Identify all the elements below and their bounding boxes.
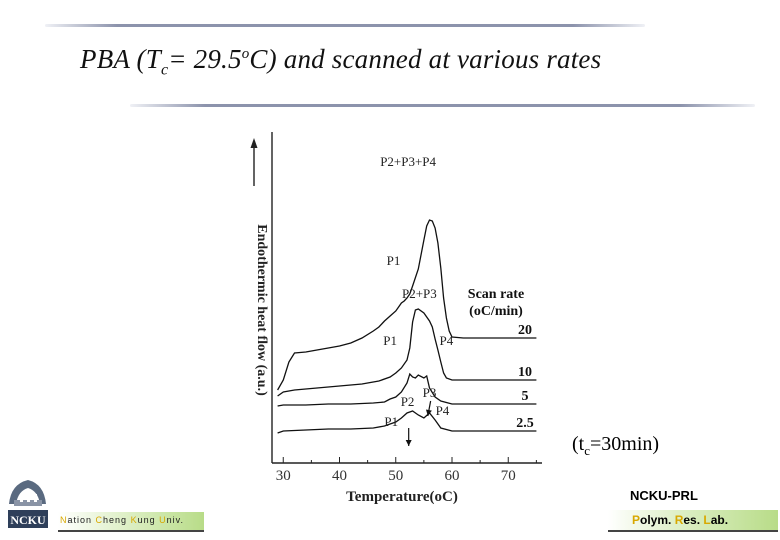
y-axis-arrow-head (250, 138, 258, 148)
tc-note-post: =30min) (590, 433, 660, 455)
peak-arrow-head (405, 440, 412, 446)
tc-note-pre: (t (572, 433, 585, 455)
tick-layer: 30 40 50 60 70 (271, 132, 542, 484)
university-name-part: C (95, 515, 104, 525)
peak-label: P3 (423, 385, 437, 400)
legend-title: Scan rate (468, 287, 524, 302)
lab-full-name-part: L (703, 513, 711, 527)
university-name: Nation Cheng Kung Univ. (60, 515, 184, 525)
x-axis-title: Temperature(oC) (346, 489, 458, 505)
series-line-20 (277, 219, 537, 391)
peak-label: P2 (401, 394, 415, 409)
title-text-pre: PBA (T (80, 44, 161, 74)
lab-full-name: Polym. Res. Lab. (632, 513, 728, 527)
university-bar: Nation Cheng Kung Univ. (58, 512, 204, 532)
y-axis-title: Endothermic heat flow (a.u.) (254, 224, 269, 396)
title-text-post: C) and scanned at various rates (249, 44, 602, 74)
university-name-part: ation (67, 515, 96, 525)
university-name-part: heng (103, 515, 131, 525)
peak-label: P1 (383, 333, 397, 348)
series-line-2.5 (277, 410, 537, 434)
title-top-rule (45, 24, 645, 27)
lab-full-name-part: ab. (710, 513, 729, 527)
x-tick-label: 50 (388, 468, 403, 484)
x-tick-label: 70 (501, 468, 516, 484)
peak-label: P2+P3 (402, 286, 437, 301)
peak-label: P2+P3+P4 (380, 154, 436, 169)
series-label-10: 10 (518, 365, 532, 380)
series-label-2.5: 2.5 (516, 416, 534, 431)
lab-full-name-part: R (674, 513, 684, 527)
series-label-5: 5 (522, 389, 529, 404)
legend-layer: 20 10 5 2.5 Scan rate (oC/min) (468, 287, 534, 431)
dsc-chart: 30 40 50 60 70 P2+P3+P4 P1 P2+P3 P1 P4 P3 P2 P4 P1 2… (250, 132, 542, 505)
university-name-part: K (130, 515, 138, 525)
tc-note-sub: c (584, 443, 590, 458)
x-tick-label: 60 (445, 468, 460, 484)
university-name-part: niv. (166, 515, 184, 525)
series-label-20: 20 (518, 323, 532, 338)
title-degree-sup: o (241, 46, 250, 62)
logo-text: NCKU (10, 513, 46, 527)
title-subscript: c (160, 61, 169, 79)
legend-unit: (oC/min) (469, 304, 523, 319)
peak-arrow-head (425, 409, 432, 416)
lab-full-name-part: es. (683, 513, 704, 527)
lab-full-name-part: olym. (640, 513, 675, 527)
series-layer (277, 219, 537, 434)
tc-note: (tc=30min) (572, 433, 659, 459)
series-line-5 (277, 372, 537, 407)
series-line-10 (277, 308, 537, 397)
y-axis-group: Endothermic heat flow (a.u.) (250, 138, 269, 396)
x-tick-label: 30 (276, 468, 291, 484)
title-bottom-rule (130, 104, 755, 107)
university-name-part: ung (137, 515, 160, 525)
peak-label: P4 (436, 403, 450, 418)
peak-label: P4 (440, 333, 454, 348)
peak-label: P1 (387, 253, 401, 268)
lab-short-name: NCKU-PRL (630, 488, 698, 503)
ncku-logo: NCKU (6, 474, 50, 530)
lab-full-name-part: P (632, 513, 641, 527)
university-name-part: U (159, 515, 167, 525)
lab-bar: Polym. Res. Lab. (608, 510, 778, 532)
slide-title: PBA (Tc= 29.5oC) and scanned at various … (80, 44, 601, 79)
peak-label: P1 (384, 414, 398, 429)
x-tick-label: 40 (332, 468, 347, 484)
title-text-mid: = 29.5 (168, 44, 242, 74)
annotation-layer: P2+P3+P4 P1 P2+P3 P1 P4 P3 P2 P4 P1 (380, 154, 454, 446)
university-name-part: N (60, 515, 68, 525)
